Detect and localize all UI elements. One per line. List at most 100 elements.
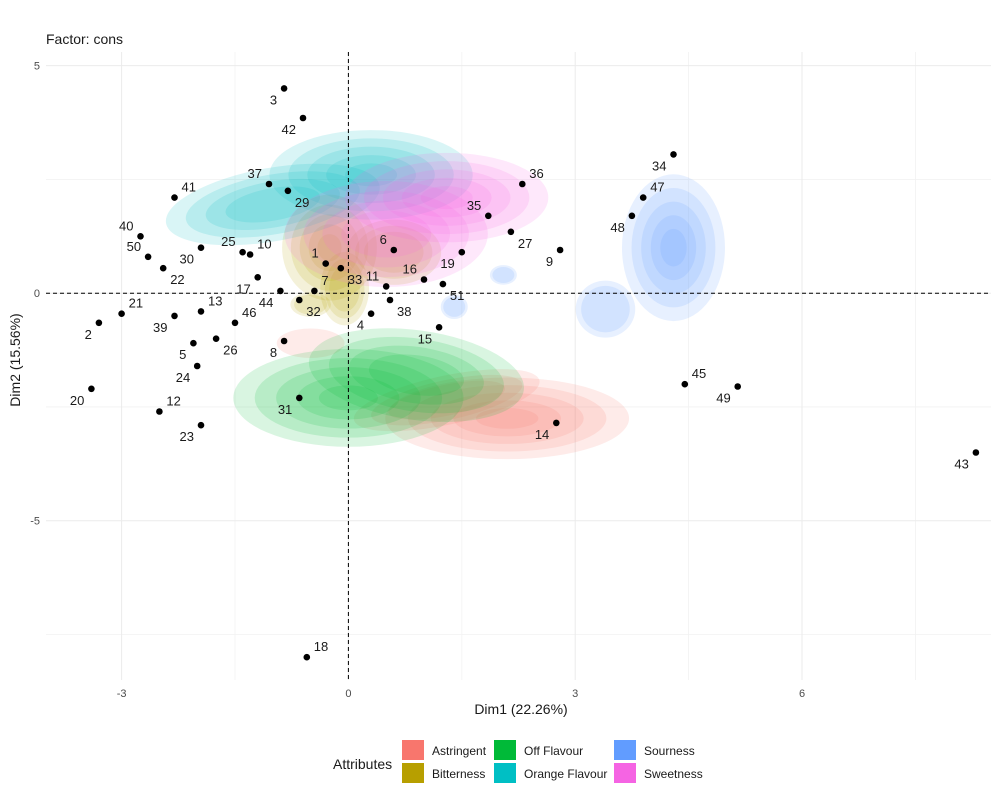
point-label-15: 15 [418,331,432,346]
x-tick-label: 3 [572,688,578,700]
point-32 [296,296,303,304]
point-34 [670,151,677,158]
point-35 [485,212,492,220]
legend-item-orange-flavour: Orange Flavour [494,763,607,783]
legend: Attributes Astringent Bitterness Off Flavo… [333,740,703,783]
legend-swatch [614,763,636,783]
point-40 [137,233,144,240]
point-3 [280,85,288,92]
legend-item-sweetness: Sweetness [614,763,703,783]
point-42 [299,114,307,122]
point-label-5: 5 [179,347,186,362]
point-21 [118,310,125,318]
density-contour [308,328,524,422]
density-contour [430,392,584,444]
legend-label: Sourness [644,744,695,758]
density-contour [348,345,484,405]
legend-item-astringent: Astringent [402,740,487,760]
density-contour [345,152,549,243]
point-41 [171,194,178,201]
point-label-22: 22 [170,272,184,287]
point-label-19: 19 [440,256,454,271]
density-contour [407,385,607,452]
density-contour [581,285,630,333]
point-44 [277,287,284,295]
point-10 [246,251,254,258]
point-5 [190,339,197,347]
point-label-4: 4 [357,318,364,333]
density-contour [299,214,360,281]
point-label-26: 26 [223,343,237,358]
point-label-24: 24 [176,370,190,385]
point-8 [280,337,288,345]
legend-title: Attributes [333,756,392,772]
density-contour [475,407,539,429]
point-label-29: 29 [295,195,309,210]
y-axis-title: Dim2 (15.56%) [7,313,23,406]
density-contour [631,187,716,308]
gridlines [46,52,991,680]
legend-label: Sweetness [644,767,703,781]
x-axis-title: Dim1 (22.26%) [474,701,567,717]
point-9 [556,246,564,254]
density-contour [205,178,340,230]
point-33 [337,264,345,272]
density-contour [385,377,630,460]
point-label-17: 17 [236,281,250,296]
density-contour [185,171,360,238]
density-contour [276,328,345,358]
legend-label: Orange Flavour [524,767,607,781]
legend-item-bitterness: Bitterness [402,763,485,783]
point-31 [296,394,303,402]
point-label-12: 12 [166,394,180,409]
density-contour [641,201,706,294]
density-contour [453,400,562,437]
point-label-43: 43 [954,457,968,472]
density-contour [284,181,488,288]
point-label-46: 46 [242,305,256,320]
density-contour [345,163,398,187]
point-label-35: 35 [467,198,481,213]
point-4 [367,310,375,318]
y-tick-label: -5 [30,516,40,528]
legend-swatch [494,740,516,760]
point-label-49: 49 [716,391,730,406]
point-label-14: 14 [535,427,549,442]
point-6 [390,246,398,254]
point-24 [193,362,201,370]
point-18 [303,653,311,661]
point-23 [197,421,205,429]
point-label-32: 32 [306,304,320,319]
density-contour [308,224,351,272]
x-tick-label: 6 [799,688,805,700]
legend-swatch [402,740,424,760]
density-contour [489,265,517,285]
density-contour [650,215,697,281]
point-25 [239,248,246,256]
point-label-44: 44 [259,295,273,310]
point-36 [519,180,526,188]
legend-swatch [402,763,424,783]
density-contour [420,186,473,210]
legend-label: Bitterness [432,767,485,781]
density-contour [368,354,464,396]
point-label-51: 51 [450,288,464,303]
density-contour [401,177,492,218]
point-12 [156,408,163,415]
density-contour [388,380,505,420]
density-contour [282,194,377,301]
point-29 [284,187,292,195]
density-contour [341,210,432,258]
density-contour [371,374,523,426]
point-38 [386,296,394,304]
point-15 [435,324,443,331]
point-14 [553,419,560,427]
point-label-38: 38 [397,304,411,319]
density-contour [269,130,473,220]
density-contour [225,186,321,223]
point-label-3: 3 [270,92,277,107]
point-label-8: 8 [270,345,277,360]
point-label-25: 25 [221,234,235,249]
point-label-2: 2 [85,327,92,342]
